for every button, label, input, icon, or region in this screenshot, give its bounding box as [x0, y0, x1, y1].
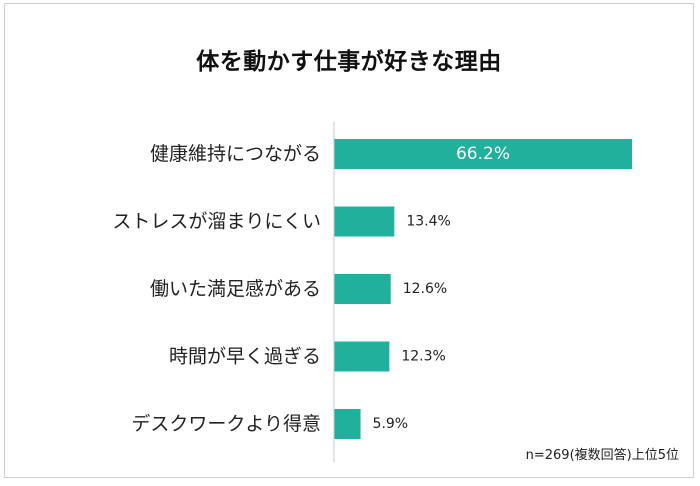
data-label: 12.3%: [401, 349, 445, 365]
bar-chart: 健康維持につながる 66.2% ストレスが溜まりにくい 13.4% 働いた満足感がある 1…: [112, 122, 632, 462]
bar: [334, 206, 395, 237]
bar: [334, 409, 361, 439]
chart-title: 体を動かす仕事が好きな理由: [196, 49, 502, 75]
data-label: 13.4%: [406, 214, 450, 230]
bars-layer: 健康維持につながる 66.2% ストレスが溜まりにくい 13.4% 働いた満足感がある 1…: [112, 139, 632, 439]
sample-note: n=269(複数回答)上位5位: [525, 448, 679, 463]
data-label: 66.2%: [456, 144, 510, 164]
data-label: 5.9%: [373, 416, 409, 432]
bar: [334, 274, 391, 304]
chart-frame: 体を動かす仕事が好きな理由 健康維持につながる 66.2% ストレスが溜まりにくい 1…: [4, 3, 694, 478]
category-label: 健康維持につながる: [150, 143, 321, 165]
category-label: デスクワークより得意: [131, 413, 321, 435]
data-label: 12.6%: [403, 281, 447, 297]
category-label: 時間が早く過ぎる: [169, 346, 321, 368]
category-label: ストレスが溜まりにくい: [112, 211, 321, 233]
bar: [334, 139, 632, 169]
bar: [334, 341, 390, 372]
category-label: 働いた満足感がある: [150, 278, 321, 300]
